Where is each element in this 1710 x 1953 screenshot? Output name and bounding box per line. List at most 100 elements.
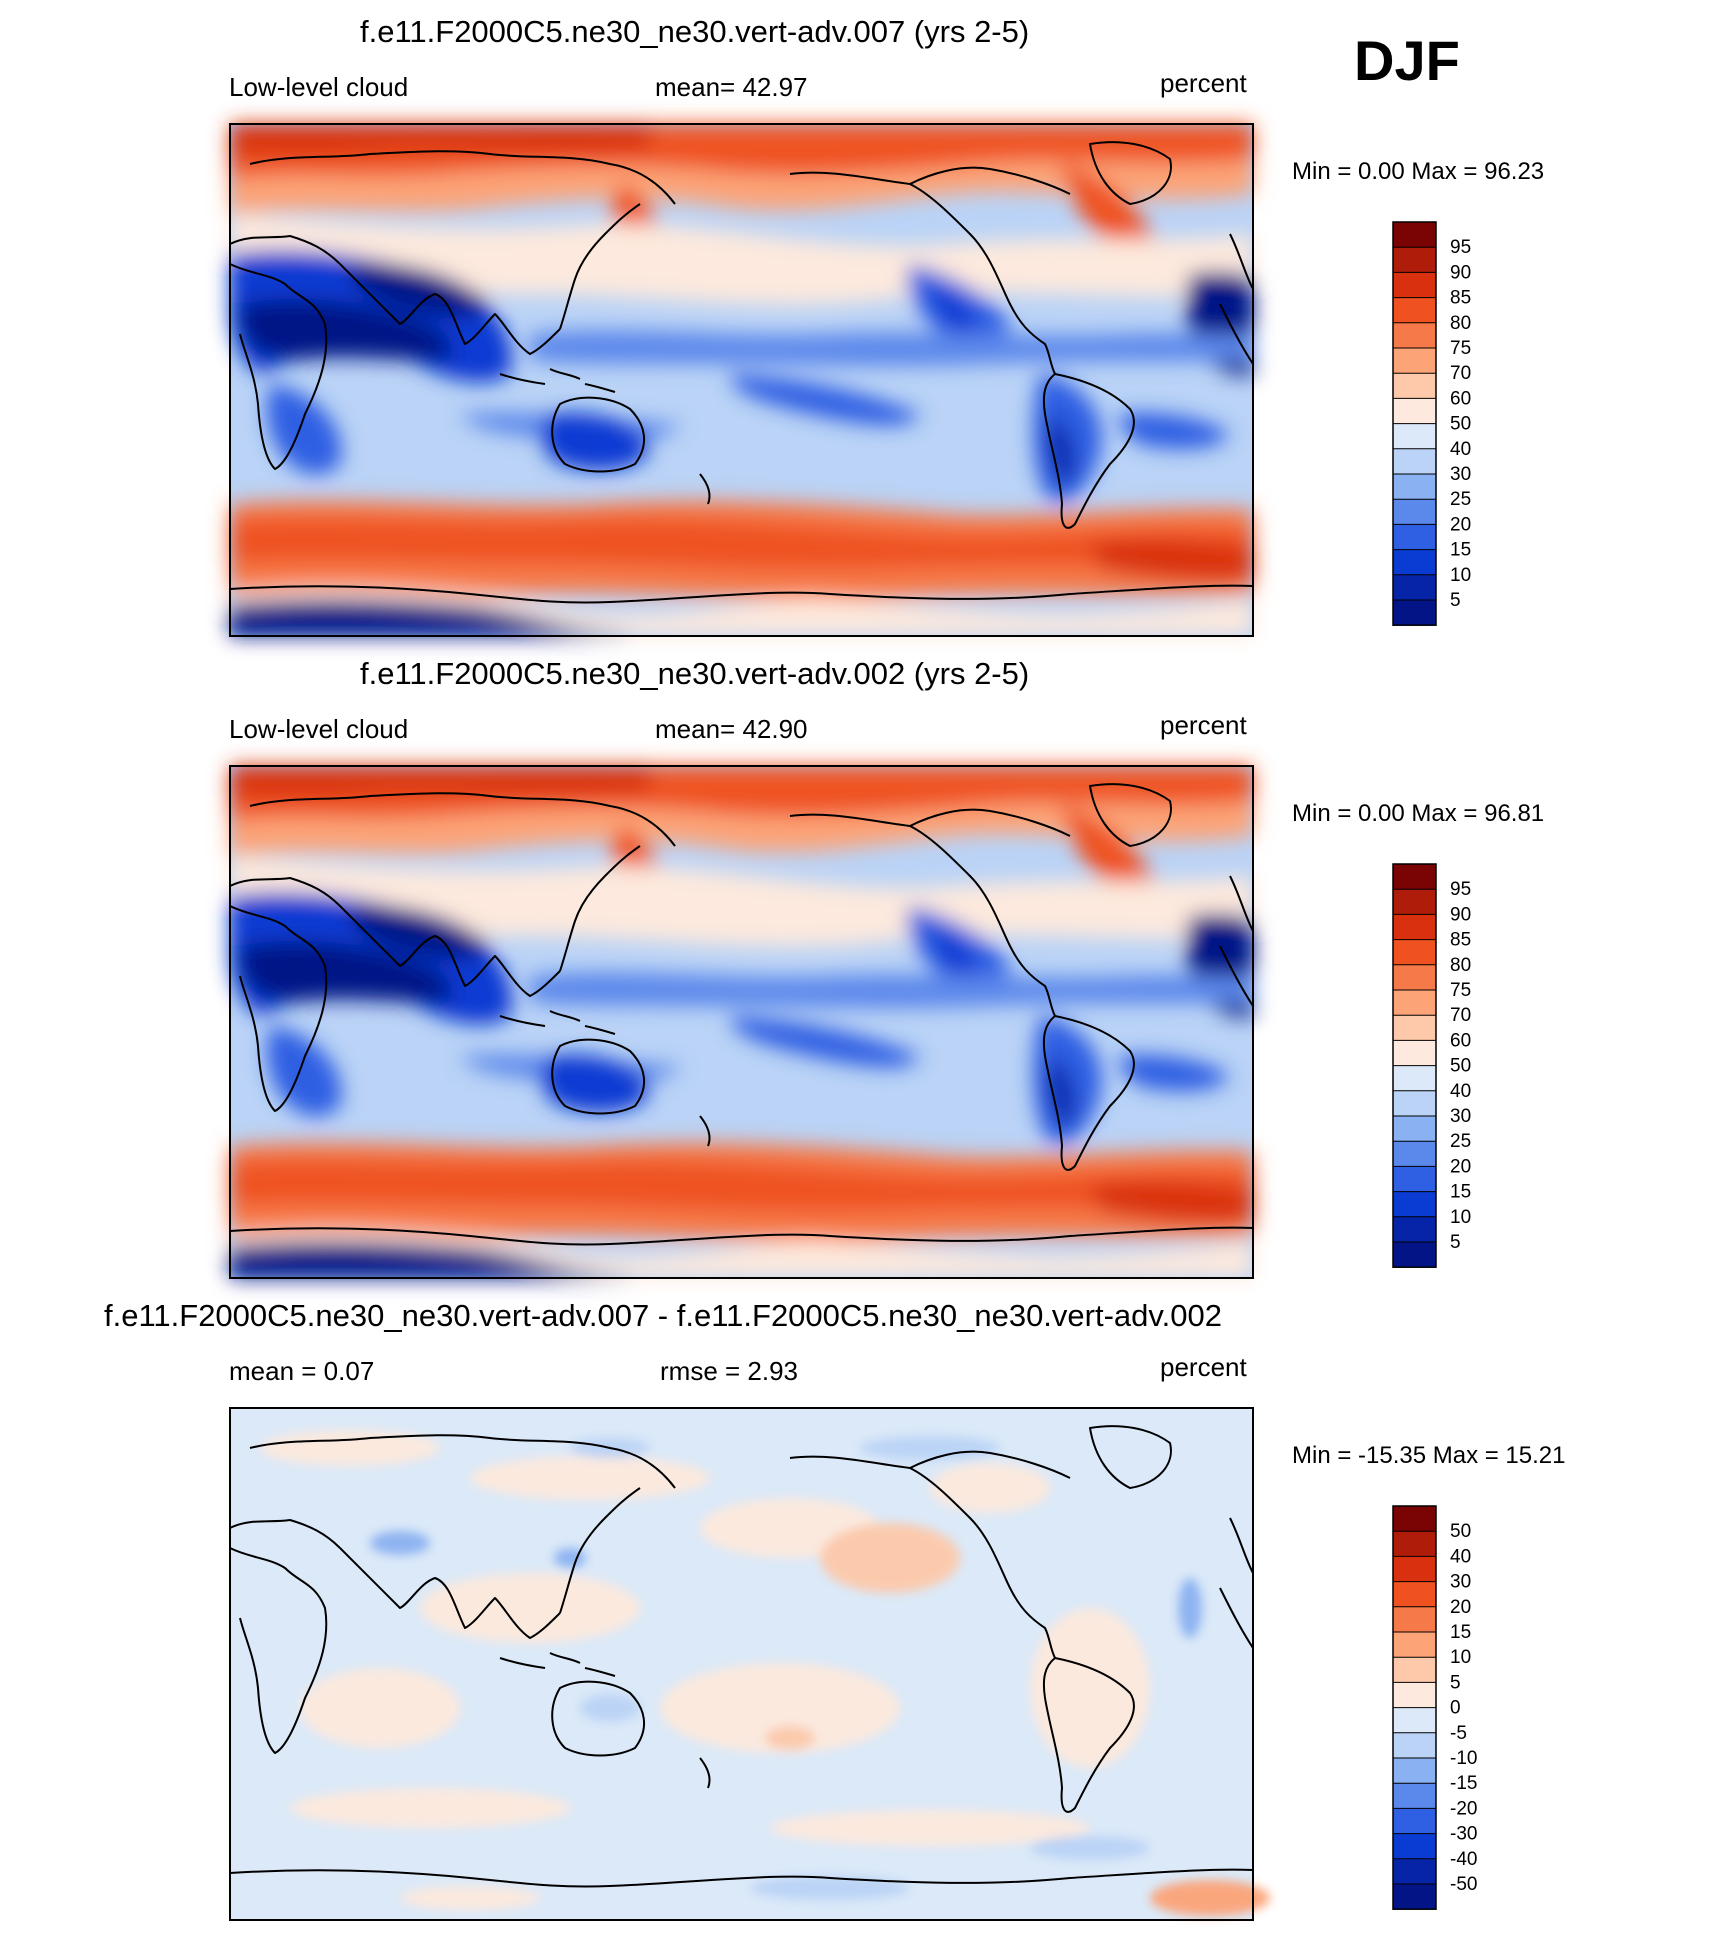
colorbar-swatch (1393, 1531, 1436, 1557)
colorbar-tick-label: 80 (1450, 313, 1471, 334)
colorbar-tick-label: 20 (1450, 1597, 1471, 1618)
minmax-bottom: Min = -15.35 Max = 15.21 (1292, 1442, 1566, 1469)
colorbar-swatch (1393, 1242, 1436, 1268)
colorbar-tick-label: 25 (1450, 1131, 1471, 1152)
colorbar-tick-label: 50 (1450, 1056, 1471, 1077)
colorbar-tick-label: 40 (1450, 439, 1471, 460)
colorbar-swatch (1393, 448, 1436, 475)
colorbar-tick-label: 25 (1450, 489, 1471, 510)
colorbar-tick-label: 5 (1450, 1672, 1461, 1693)
panel-units-middle: percent (1160, 710, 1247, 740)
colorbar-swatch (1393, 864, 1436, 890)
colorbar-swatch (1393, 1040, 1436, 1066)
colorbar-swatch (1393, 1732, 1436, 1759)
colorbar-swatch (1393, 297, 1436, 324)
colorbar-tick-label: 30 (1450, 464, 1471, 485)
colorbar-tick-label: 15 (1450, 1622, 1471, 1643)
colorbar-tick-label: -50 (1450, 1874, 1477, 1895)
colorbar-swatch (1393, 1166, 1436, 1192)
colorbar-tick-label: 90 (1450, 262, 1471, 283)
colorbar-tick-label: 75 (1450, 980, 1471, 1001)
colorbar-swatch (1393, 1506, 1436, 1532)
season-label: DJF (1354, 29, 1460, 92)
colorbar-swatch (1393, 398, 1436, 424)
colorbar-top: 95 90 85 80 75 70 60 50 40 30 25 20 15 10 5 (1392, 221, 1471, 626)
colorbar-frame (1392, 221, 1437, 626)
panel-center-label-top: mean= 42.97 (655, 72, 808, 102)
minmax-top: Min = 0.00 Max = 96.23 (1292, 158, 1545, 185)
colorbar-tick-label: 75 (1450, 338, 1471, 359)
colorbar-tick-label: 5 (1450, 1232, 1461, 1253)
colorbar-swatch (1393, 322, 1436, 349)
map-top (229, 123, 1254, 637)
colorbar-tick-label: 70 (1450, 363, 1471, 384)
panel-left-label-bottom: mean = 0.07 (229, 1356, 375, 1386)
colorbar-swatch (1393, 499, 1436, 525)
colorbar-tick-label: 50 (1450, 1521, 1471, 1542)
colorbar-swatch (1393, 1581, 1436, 1608)
colorbar-frame (1392, 1505, 1437, 1910)
colorbar-tick-label: 50 (1450, 414, 1471, 435)
colorbar-tick-label: 5 (1450, 590, 1461, 611)
colorbar-tick-label: 30 (1450, 1572, 1471, 1593)
colorbar-swatch (1393, 423, 1436, 450)
colorbar-swatch (1393, 348, 1436, 374)
colorbar-tick-label: 90 (1450, 904, 1471, 925)
colorbar-frame (1392, 863, 1437, 1268)
panel-left-label-middle: Low-level cloud (229, 714, 409, 744)
colorbar-tick-label: -20 (1450, 1798, 1477, 1819)
colorbar-tick-label: -40 (1450, 1849, 1477, 1870)
colorbar-swatch (1393, 574, 1436, 601)
colorbar-swatch (1393, 1884, 1436, 1910)
colorbar-tick-label: 15 (1450, 1182, 1471, 1203)
colorbar-tick-label: 15 (1450, 540, 1471, 561)
colorbar-tick-label: -15 (1450, 1773, 1477, 1794)
colorbar-tick-label: 95 (1450, 879, 1471, 900)
colorbar-swatch (1393, 600, 1436, 626)
colorbar-swatch (1393, 1191, 1436, 1218)
colorbar-tick-label: 40 (1450, 1546, 1471, 1567)
colorbar-swatch (1393, 549, 1436, 576)
colorbar-swatch (1393, 1015, 1436, 1041)
colorbar-tick-label: 30 (1450, 1106, 1471, 1127)
panel-units-top: percent (1160, 68, 1247, 98)
colorbar-swatch (1393, 964, 1436, 991)
colorbar-swatch (1393, 1090, 1436, 1117)
colorbar-swatch (1393, 373, 1436, 399)
colorbar-swatch (1393, 889, 1436, 915)
colorbar-tick-label: 20 (1450, 514, 1471, 535)
colorbar-swatch (1393, 1556, 1436, 1582)
colorbar-tick-label: 95 (1450, 237, 1471, 258)
colorbar-swatch (1393, 1116, 1436, 1142)
colorbar-tick-label: 85 (1450, 288, 1471, 309)
colorbar-tick-label: 10 (1450, 565, 1471, 586)
panel-center-label-bottom: rmse = 2.93 (660, 1356, 799, 1386)
colorbar-swatch (1393, 474, 1436, 500)
colorbar-swatch (1393, 1216, 1436, 1243)
colorbar-swatch (1393, 914, 1436, 940)
colorbar-tick-label: 60 (1450, 388, 1471, 409)
colorbar-tick-label: 10 (1450, 1647, 1471, 1668)
colorbar-swatch (1393, 524, 1436, 550)
colorbar-swatch (1393, 1758, 1436, 1784)
colorbar-middle: 95 90 85 80 75 70 60 50 40 30 25 20 15 10 5 (1392, 863, 1471, 1268)
colorbar-swatch (1393, 1707, 1436, 1734)
colorbar-swatch (1393, 1141, 1436, 1167)
colorbar-tick-label: -5 (1450, 1723, 1467, 1744)
colorbar-swatch (1393, 990, 1436, 1016)
panel-title-middle: f.e11.F2000C5.ne30_ne30.vert-adv.002 (yr… (360, 656, 1030, 691)
colorbar-tick-label: -30 (1450, 1824, 1477, 1845)
colorbar-swatch (1393, 939, 1436, 966)
panel-units-bottom: percent (1160, 1352, 1247, 1382)
colorbar-tick-label: 40 (1450, 1081, 1471, 1102)
colorbar-swatch (1393, 222, 1436, 248)
panel-center-label-middle: mean= 42.90 (655, 714, 808, 744)
colorbar-tick-label: 0 (1450, 1698, 1461, 1719)
minmax-middle: Min = 0.00 Max = 96.81 (1292, 800, 1545, 827)
panel-title-top: f.e11.F2000C5.ne30_ne30.vert-adv.007 (yr… (360, 14, 1030, 49)
map-middle (229, 765, 1254, 1279)
colorbar-swatch (1393, 1808, 1436, 1834)
map-bottom (229, 1407, 1270, 1921)
panel-left-label-top: Low-level cloud (229, 72, 409, 102)
